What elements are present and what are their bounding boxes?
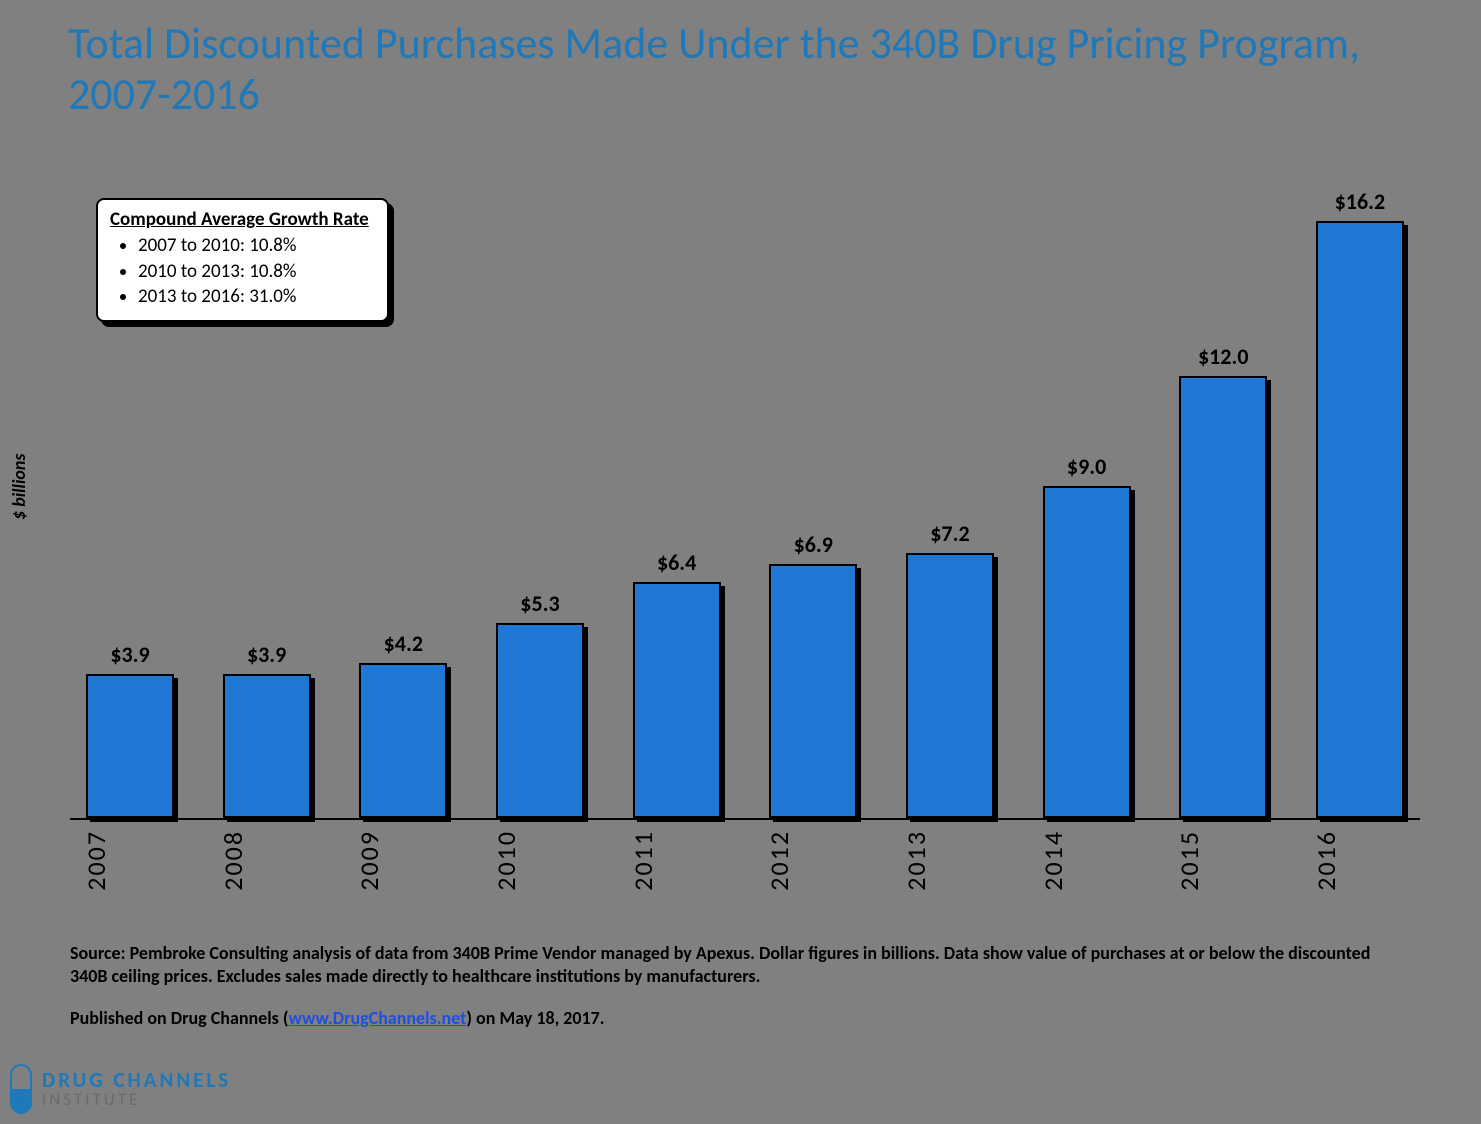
bar-value-label: $6.4: [657, 549, 696, 576]
x-tick-label: 2016: [1310, 830, 1410, 897]
bar: [223, 674, 311, 818]
pill-icon: [10, 1064, 32, 1114]
bar-value-label: $5.3: [520, 590, 559, 617]
bar-value-label: $4.2: [384, 630, 423, 657]
bar-value-label: $16.2: [1335, 188, 1385, 215]
cagr-item: 2013 to 2016: 31.0%: [138, 284, 369, 310]
bar-column: $6.4: [627, 549, 727, 818]
bar-value-label: $12.0: [1198, 343, 1248, 370]
bar: [1316, 221, 1404, 818]
x-tick-label: 2010: [490, 830, 590, 897]
logo-line2: INSTITUTE: [42, 1091, 231, 1109]
bar: [633, 582, 721, 818]
cagr-item: 2010 to 2013: 10.8%: [138, 259, 369, 285]
bar-column: $5.3: [490, 590, 590, 818]
bar: [496, 623, 584, 818]
x-tick-label: 2009: [353, 830, 453, 897]
bar: [1043, 486, 1131, 818]
bar-column: $16.2: [1310, 188, 1410, 818]
bar-value-label: $9.0: [1067, 453, 1106, 480]
published-note: Published on Drug Channels (www.DrugChan…: [70, 1007, 1411, 1030]
footer-notes: Source: Pembroke Consulting analysis of …: [70, 942, 1411, 1030]
logo-line1: DRUG CHANNELS: [42, 1069, 231, 1091]
cagr-list: 2007 to 2010: 10.8% 2010 to 2013: 10.8% …: [138, 233, 369, 310]
source-note: Source: Pembroke Consulting analysis of …: [70, 942, 1411, 989]
bar: [1179, 376, 1267, 818]
x-tick-label: 2015: [1173, 830, 1273, 897]
bar-value-label: $3.9: [110, 641, 149, 668]
bar-column: $9.0: [1037, 453, 1137, 818]
bar-value-label: $7.2: [930, 520, 969, 547]
bar-column: $3.9: [217, 641, 317, 818]
bar-value-label: $3.9: [247, 641, 286, 668]
cagr-title: Compound Average Growth Rate: [110, 208, 369, 231]
x-tick-label: 2007: [80, 830, 180, 897]
published-prefix: Published on Drug Channels (: [70, 1007, 289, 1029]
bar: [359, 663, 447, 818]
bar: [906, 553, 994, 818]
cagr-callout: Compound Average Growth Rate 2007 to 201…: [96, 198, 389, 322]
bar-column: $3.9: [80, 641, 180, 818]
bar: [86, 674, 174, 818]
brand-logo: DRUG CHANNELS INSTITUTE: [10, 1064, 231, 1114]
x-tick-label: 2008: [217, 830, 317, 897]
published-suffix: ) on May 18, 2017.: [466, 1007, 604, 1029]
drugchannels-link[interactable]: www.DrugChannels.net: [289, 1007, 467, 1029]
bar-column: $6.9: [763, 531, 863, 818]
cagr-item: 2007 to 2010: 10.8%: [138, 233, 369, 259]
x-tick-label: 2013: [900, 830, 1000, 897]
chart-title: Total Discounted Purchases Made Under th…: [68, 18, 1421, 119]
x-axis: 2007 2008 2009 2010 2011 2012 2013 2014 2015 2016: [70, 830, 1420, 897]
x-tick-label: 2012: [763, 830, 863, 897]
y-axis-label: $ billions: [8, 454, 30, 520]
bar-column: $4.2: [353, 630, 453, 818]
bar-column: $7.2: [900, 520, 1000, 818]
x-tick-label: 2014: [1037, 830, 1137, 897]
bar-column: $12.0: [1173, 343, 1273, 818]
bar: [769, 564, 857, 818]
x-tick-label: 2011: [627, 830, 727, 897]
bar-value-label: $6.9: [794, 531, 833, 558]
